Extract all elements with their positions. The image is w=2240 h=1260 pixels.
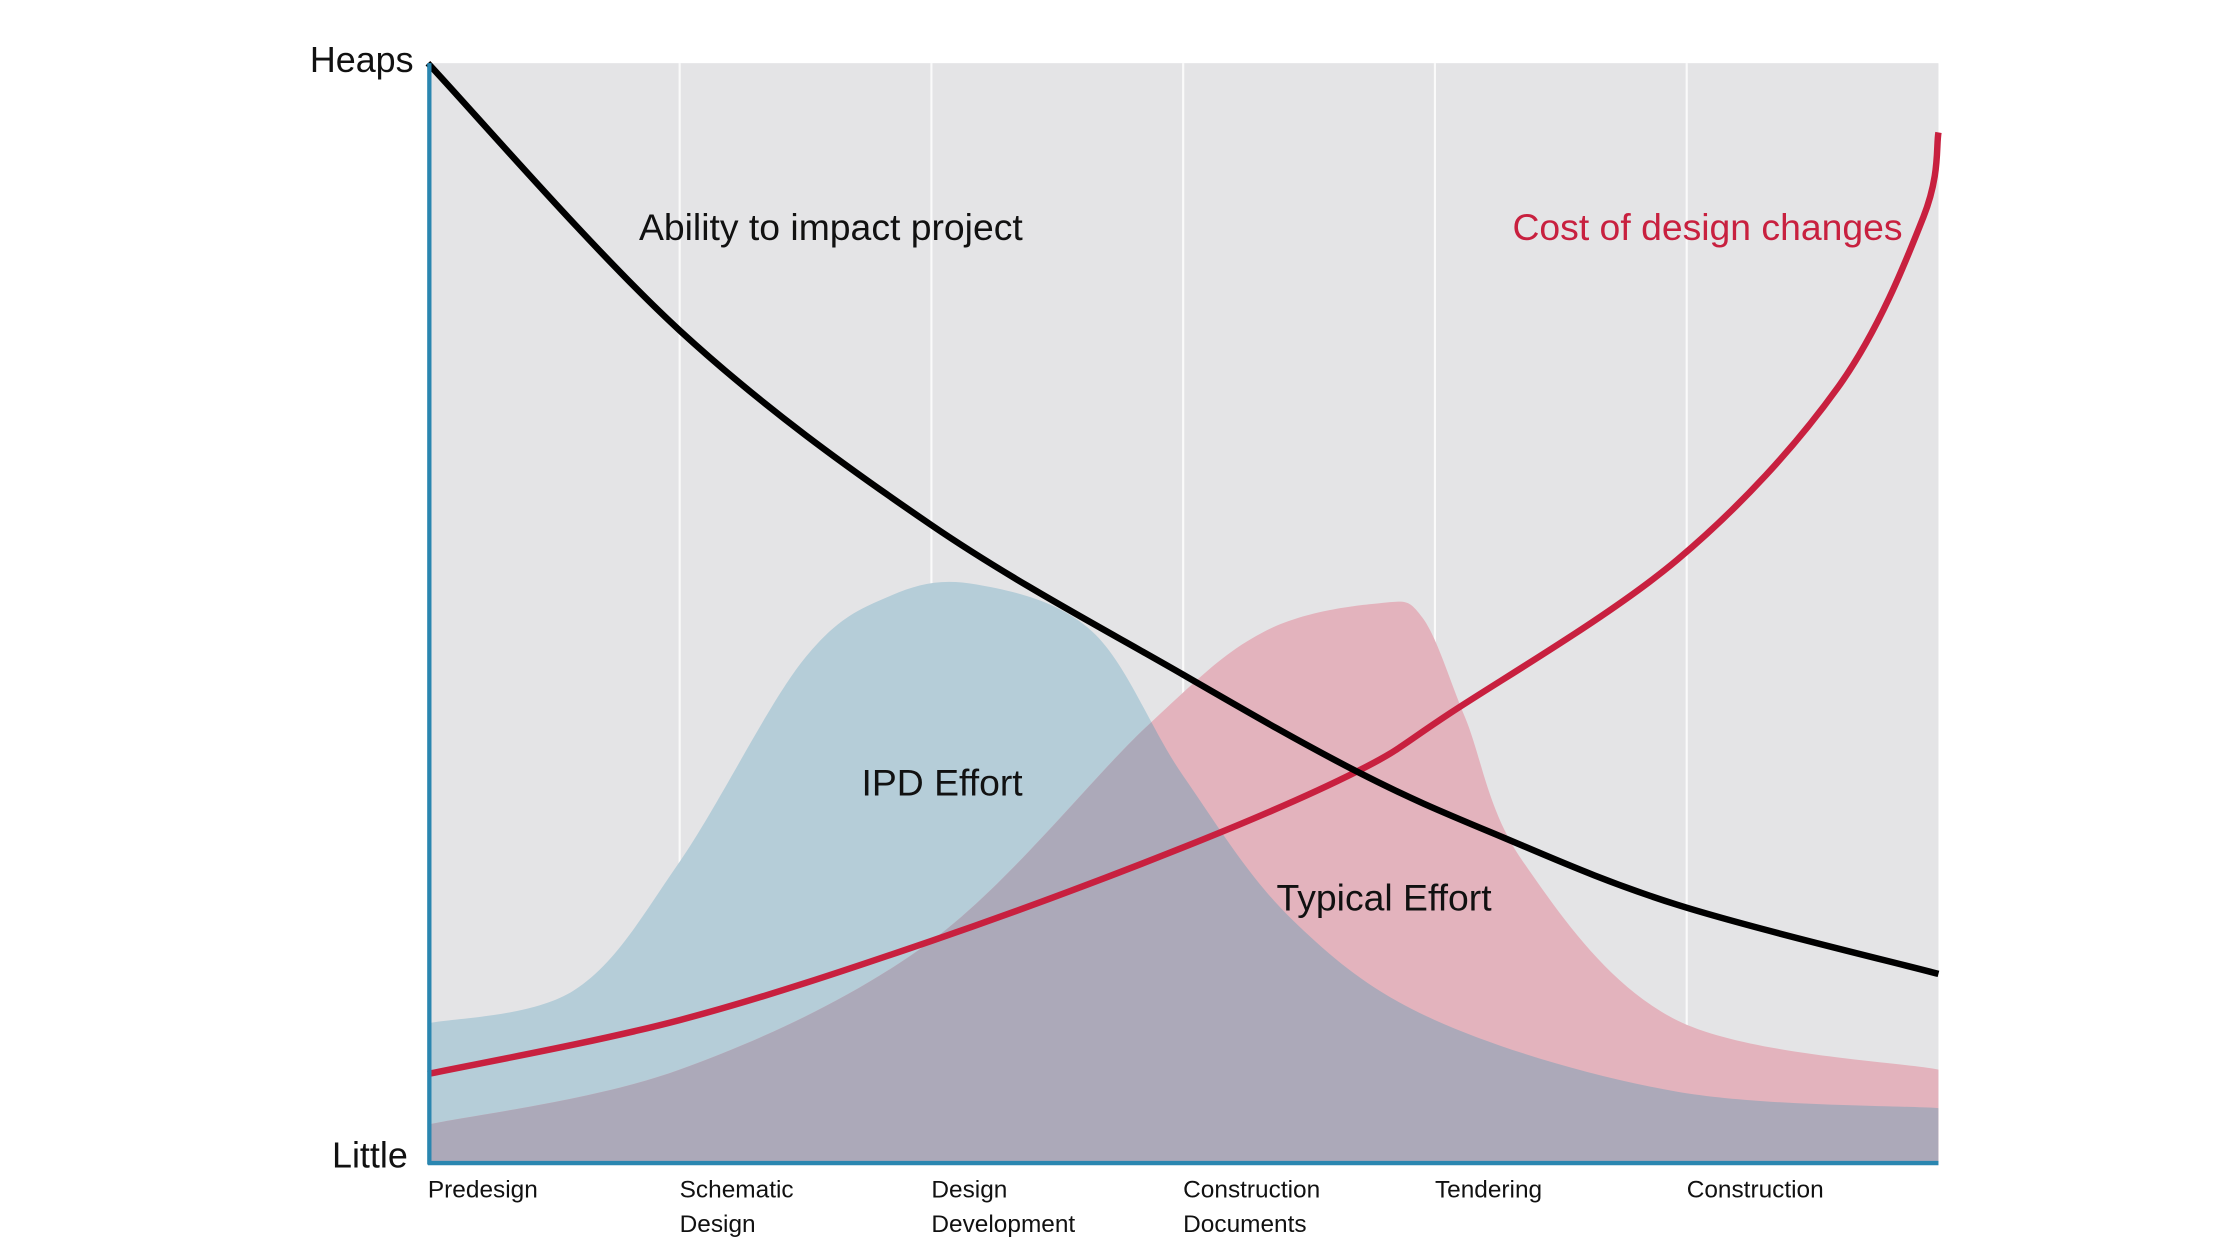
cost-of-design-changes-line [427,131,1942,1078]
ipd-effort-label: IPD Effort [862,761,1024,803]
y-tick-bottom: Little [332,1135,408,1175]
x-tick-label: Schematic [680,1177,794,1204]
x-tick-label: Tendering [1435,1177,1542,1204]
x-tick-label: Construction [1687,1177,1824,1204]
x-tick-label: Design [931,1177,1007,1204]
x-tick-label: Predesign [428,1177,538,1204]
ability-label: Ability to impact project [639,206,1023,248]
x-tick-label: Development [931,1211,1075,1238]
x-tick-label: Design [680,1211,756,1238]
y-tick-top: Heaps [310,40,414,80]
cost-label: Cost of design changes [1512,206,1902,248]
x-tick-label: Documents [1183,1211,1306,1238]
ability-to-impact-line [425,60,1940,978]
typical-effort-label: Typical Effort [1277,876,1493,918]
x-tick-label: Construction [1183,1177,1320,1204]
